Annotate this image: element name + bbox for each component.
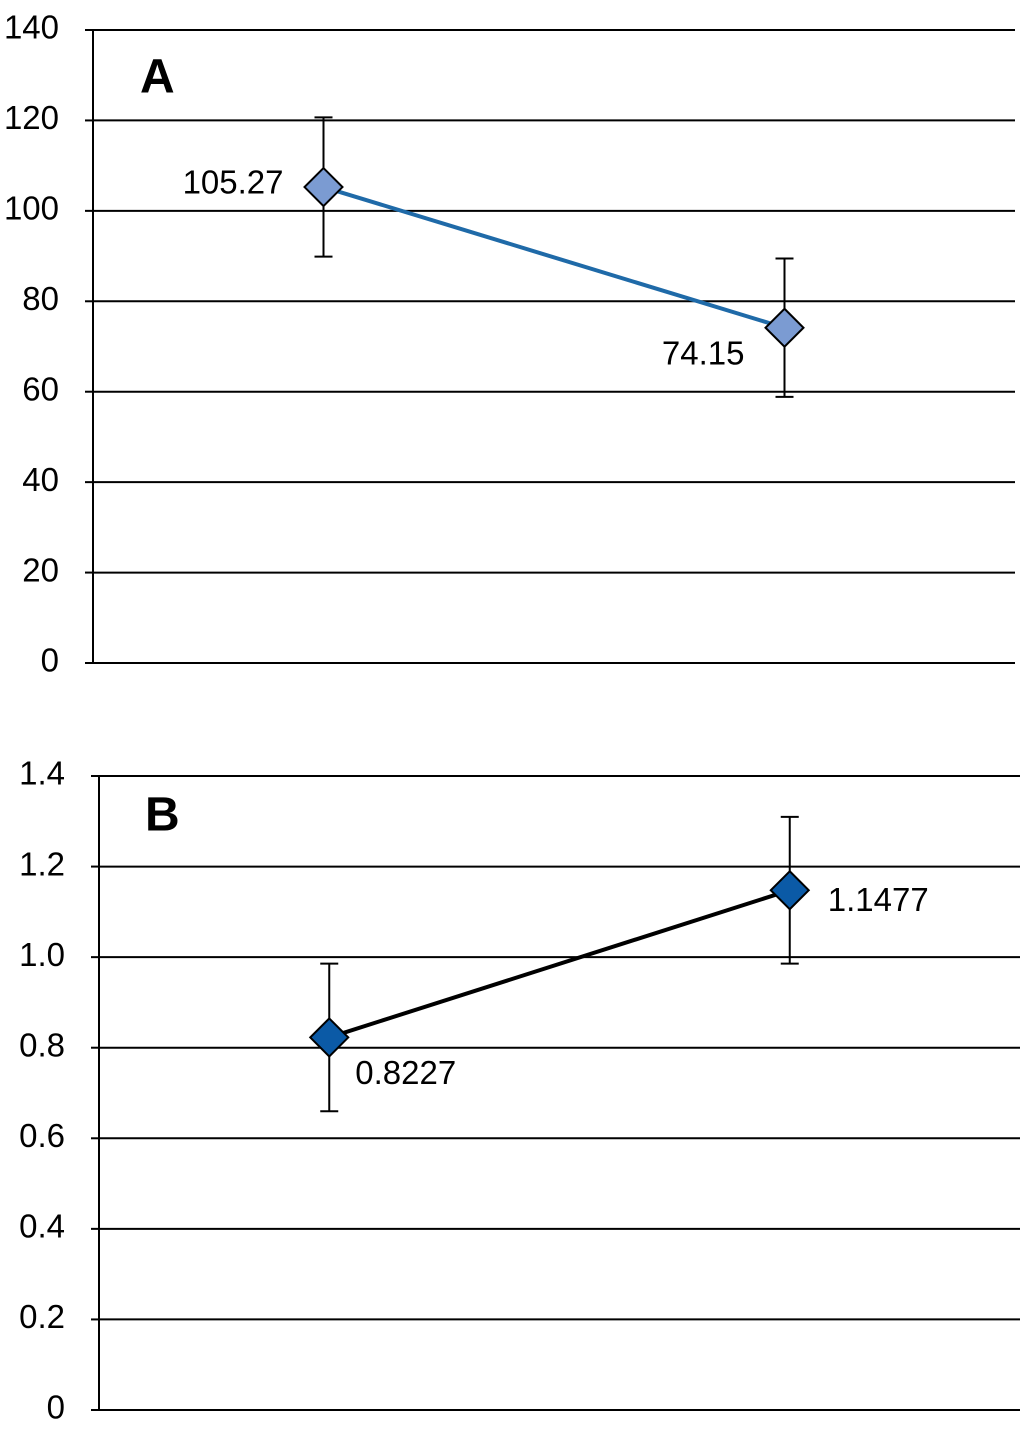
data-label: 74.15 bbox=[662, 334, 745, 371]
marker bbox=[303, 166, 344, 208]
y-tick-label: 0.8 bbox=[19, 1026, 65, 1063]
marker bbox=[764, 307, 805, 349]
y-tick-label: 60 bbox=[22, 370, 59, 407]
panel-label: A bbox=[140, 51, 175, 104]
y-tick-label: 1.0 bbox=[19, 936, 65, 973]
y-tick-label: 120 bbox=[4, 99, 59, 136]
y-tick-label: 20 bbox=[22, 551, 59, 588]
data-label: 1.1477 bbox=[828, 881, 929, 918]
y-tick-label: 0 bbox=[41, 642, 59, 679]
y-tick-label: 0.2 bbox=[19, 1298, 65, 1335]
y-tick-label: 100 bbox=[4, 190, 59, 227]
y-tick-label: 40 bbox=[22, 461, 59, 498]
y-tick-label: 0.4 bbox=[19, 1208, 65, 1245]
y-tick-label: 0 bbox=[47, 1389, 65, 1426]
marker bbox=[308, 1017, 350, 1058]
y-tick-label: 80 bbox=[22, 280, 59, 317]
y-tick-label: 140 bbox=[4, 9, 59, 46]
y-tick-label: 0.6 bbox=[19, 1117, 65, 1154]
y-tick-label: 1.4 bbox=[19, 755, 65, 792]
data-label: 0.8227 bbox=[355, 1054, 456, 1091]
series-line bbox=[322, 185, 786, 330]
y-tick-label: 1.2 bbox=[19, 845, 65, 882]
panel-label: B bbox=[145, 789, 180, 842]
marker bbox=[769, 869, 811, 911]
data-label: 105.27 bbox=[183, 164, 284, 201]
series-line bbox=[328, 888, 791, 1040]
